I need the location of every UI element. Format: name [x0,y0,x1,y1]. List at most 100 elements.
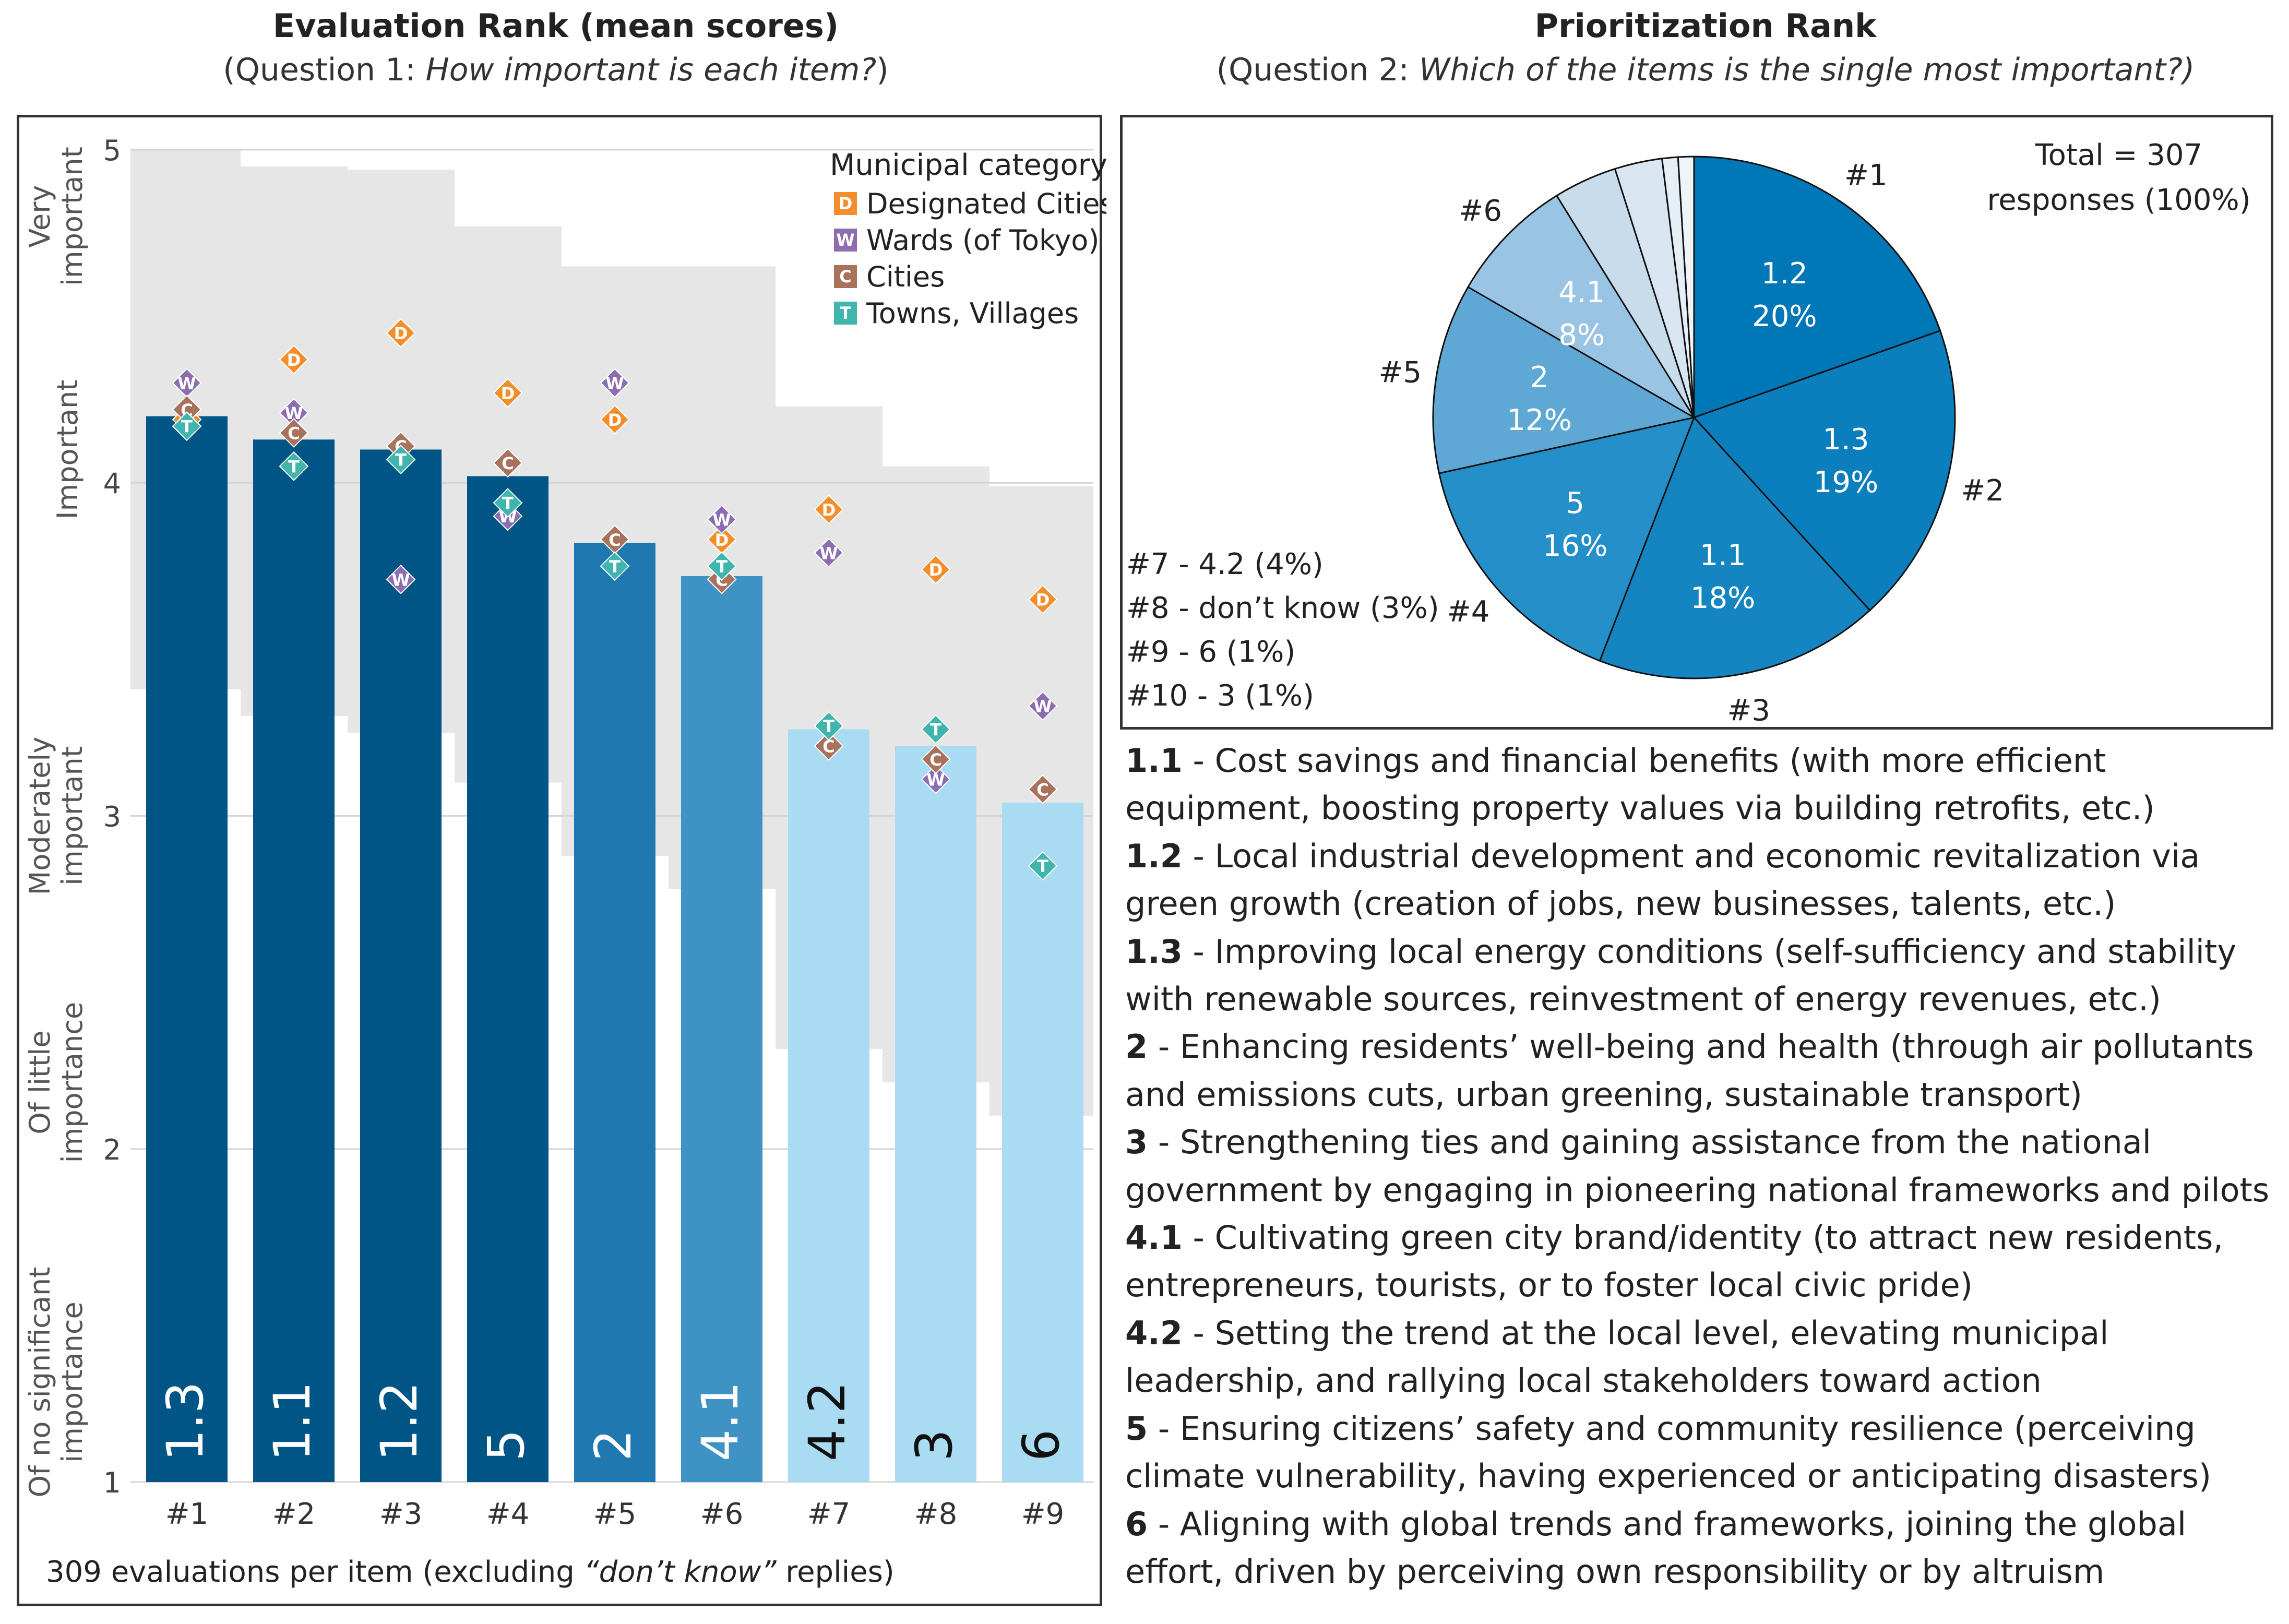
y-level-text: Of little [23,1030,56,1134]
bar [681,576,762,1482]
y-level-text: Of no significant [23,1267,56,1498]
category-marker-letter: W [712,510,731,530]
category-marker-letter: T [395,450,407,470]
bar-label: 2 [584,1429,642,1461]
description-text: - Ensuring citizens’ safety and communit… [1125,1409,2212,1496]
y-tick-label: 1 [103,1466,121,1499]
description-item: 4.2 - Setting the trend at the local lev… [1125,1309,2281,1405]
y-level-label: Of little importance [23,1002,89,1163]
category-marker-letter: T [181,417,193,437]
bar-label: 1.2 [370,1381,428,1461]
description-id: 4.1 [1125,1219,1183,1257]
legend-label: Cities [866,260,945,293]
pie-slice [1692,329,1956,612]
category-marker-letter: C [288,424,300,444]
description-id: 1.3 [1125,932,1183,971]
description-item: 6 - Aligning with global trends and fram… [1125,1500,2281,1596]
prioritization-sub-prefix: (Question 2: [1216,52,1419,88]
prioritization-pie-chart: 1.2 20% #1 1.3 19% #2 1.1 18% #3 5 16% #4 2 12% #5 4.1 8… [1378,156,2005,727]
prioritization-chart-panel [1120,115,2273,730]
pie-other-line: #8 - don’t know (3%) [1126,591,1439,625]
description-id: 1.2 [1125,837,1183,875]
category-marker-letter: C [929,750,941,770]
prioritization-sub-question: Which of the items is the single most im… [1418,52,2195,88]
category-marker-letter: T [930,720,941,740]
category-marker [707,505,737,534]
description-id: 2 [1125,1028,1148,1066]
category-marker-letter: D [1036,590,1050,610]
description-item: 3 - Strengthening ties and gaining assis… [1125,1118,2281,1214]
category-marker-letter: C [1036,780,1048,799]
category-marker-letter: W [819,543,838,563]
pie-slice-rank-label: #4 [1447,595,1490,629]
category-marker [921,554,951,584]
x-tick-label: #8 [914,1497,958,1531]
category-marker [279,451,309,481]
description-item: 1.3 - Improving local energy conditions … [1125,928,2281,1023]
bar [253,439,335,1482]
footnote-quoted: “don’t know” [583,1555,777,1589]
pie-slice-percent-label: 18% [1690,581,1755,615]
x-tick-label: #4 [486,1497,530,1531]
category-marker [493,448,523,478]
pie-slice-rank-label: #2 [1961,474,2005,508]
category-marker-letter: D [929,560,943,580]
category-marker [1028,584,1058,615]
legend-swatch [834,229,857,252]
description-text: - Improving local energy conditions (sel… [1125,932,2237,1019]
bar-label: 3 [905,1429,963,1461]
x-tick-label: #6 [700,1497,744,1531]
category-marker [1028,691,1058,721]
pie-total-label: Total = 307 responses (100%) [1978,133,2260,223]
pie-slice-percent-label: 20% [1752,300,1817,333]
pie-total-line: responses (100%) [1987,183,2251,217]
description-id: 4.2 [1125,1313,1183,1352]
description-text: - Strengthening ties and gaining assista… [1125,1123,2270,1209]
description-text: - Setting the trend at the local level, … [1125,1313,2109,1400]
bar [1002,802,1083,1482]
description-item: 5 - Ensuring citizens’ safety and commun… [1125,1405,2281,1500]
y-level-text: important [56,147,89,286]
bar [788,729,869,1482]
legend-swatch [834,265,857,288]
footnote-prefix: 309 evaluations per item (excluding [46,1555,584,1589]
bar [360,449,442,1482]
legend-swatch-letter: D [839,194,853,213]
category-marker-letter: W [605,374,624,393]
category-marker [1028,851,1058,881]
evaluation-footnote: 309 evaluations per item (excluding “don… [46,1555,895,1589]
evaluation-sub-prefix: (Question 1: [223,52,426,88]
y-level-text: importance [56,1002,89,1163]
evaluation-chart-panel [17,115,1102,1606]
pie-slice-rank-label: #1 [1844,159,1888,193]
bar [574,543,655,1482]
y-level-label: Of no significant importance [23,1267,89,1498]
bar-label: 6 [1012,1429,1070,1461]
category-marker [921,744,951,774]
category-marker-letter: T [716,557,728,577]
y-level-text: importance [56,1301,89,1463]
category-marker [814,731,844,761]
prioritization-title-main: Prioritization Rank [1534,7,1877,45]
category-marker-letter: W [1033,697,1052,717]
category-marker-letter: T [823,717,834,736]
bar [895,746,976,1482]
category-marker [921,714,951,744]
pie-other-line: #7 - 4.2 (4%) [1126,547,1324,581]
description-text: - Cost savings and financial benefits (w… [1125,742,2155,828]
bar-label: 4.2 [798,1381,856,1461]
description-id: 3 [1125,1123,1148,1162]
legend-label: Wards (of Tokyo) [866,224,1099,257]
y-tick-label: 3 [103,801,121,833]
legend-swatch-letter: W [836,230,854,250]
x-tick-label: #5 [593,1497,637,1531]
bar-label: 1.3 [156,1381,214,1461]
category-marker [493,488,523,518]
pie-slice [1467,194,1695,419]
legend-swatch-letter: C [839,267,851,286]
y-level-text: Important [51,380,84,520]
x-tick-label: #9 [1021,1497,1065,1531]
category-marker [600,551,630,581]
category-marker [386,445,416,474]
description-text: - Local industrial development and econo… [1125,837,2200,923]
